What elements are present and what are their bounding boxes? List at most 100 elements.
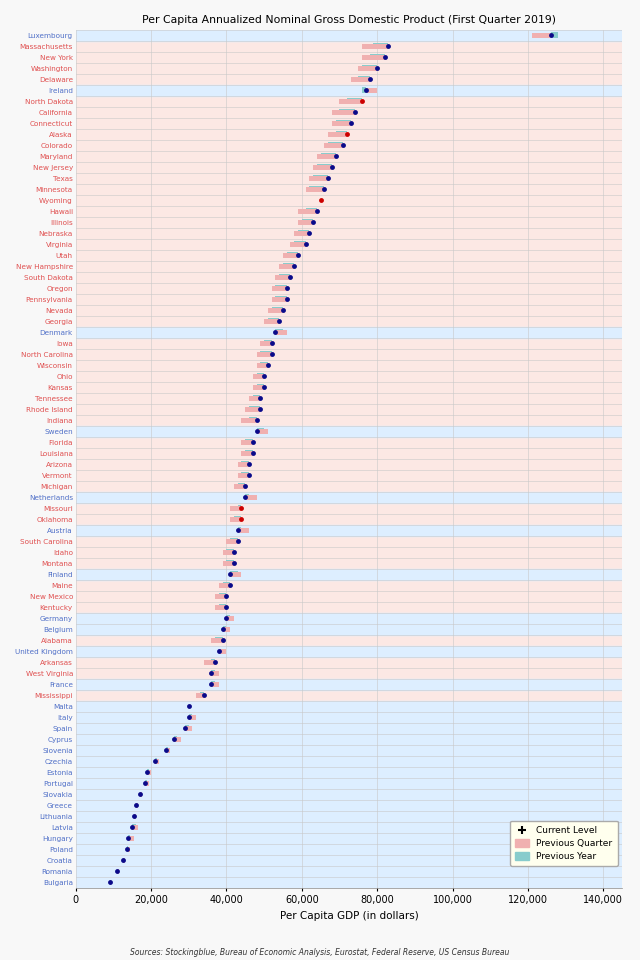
Bar [227,561,234,566]
Bar [76,778,622,789]
Bar [127,847,131,852]
Bar [294,231,309,235]
Bar [336,120,351,127]
Bar [211,683,219,686]
Bar [204,660,215,664]
Bar [305,208,317,214]
Bar [132,825,138,829]
Bar [237,483,245,490]
Bar [215,637,223,643]
Bar [370,55,385,60]
Bar [351,77,370,82]
Bar [339,99,362,104]
Bar [241,462,249,468]
Bar [219,605,227,611]
Bar [76,624,622,635]
Bar [550,33,558,38]
Bar [211,638,223,642]
Bar [249,418,257,423]
Bar [155,758,157,764]
Bar [173,737,181,741]
Bar [230,506,241,511]
Bar [275,285,287,292]
Bar [185,726,193,731]
Legend: Current Level, Previous Quarter, Previous Year: Current Level, Previous Quarter, Previou… [510,821,618,866]
Bar [227,540,237,543]
Bar [76,711,622,723]
Bar [298,209,317,214]
Bar [189,715,196,720]
Bar [227,616,234,620]
Bar [317,164,332,171]
Bar [298,230,309,236]
Bar [200,692,204,698]
Bar [241,441,253,444]
Bar [313,165,332,170]
Bar [132,825,136,830]
Bar [241,451,253,456]
Bar [76,701,622,711]
Bar [76,426,622,437]
Bar [123,858,125,862]
Bar [362,44,388,49]
Bar [268,308,283,313]
Bar [366,88,377,92]
Bar [241,472,249,478]
Bar [76,30,622,41]
Bar [129,836,134,841]
Bar [373,43,388,50]
Bar [234,484,245,489]
Bar [211,671,219,676]
Bar [76,745,622,756]
Bar [362,65,377,71]
Bar [129,835,131,841]
Bar [76,854,622,866]
Bar [223,627,230,632]
Bar [223,550,234,555]
Bar [234,516,241,522]
Bar [185,726,189,732]
Bar [76,612,622,624]
Bar [279,264,294,269]
Bar [283,253,298,257]
Bar [275,297,287,302]
Bar [257,363,268,368]
Bar [76,733,622,745]
Bar [271,298,287,301]
Bar [237,505,241,512]
Bar [76,569,622,580]
Bar [237,528,249,533]
Bar [291,242,305,247]
Bar [245,494,249,500]
Bar [264,319,279,324]
Bar [362,87,366,93]
Bar [147,770,151,775]
Bar [76,646,622,657]
Bar [211,682,215,687]
X-axis label: Per Capita GDP (in dollars): Per Capita GDP (in dollars) [280,911,419,921]
Bar [317,155,336,158]
Bar [219,649,227,654]
Bar [253,396,260,401]
Bar [145,780,147,786]
Bar [260,341,271,346]
Bar [298,220,313,225]
Title: Per Capita Annualized Nominal Gross Domestic Product (First Quarter 2019): Per Capita Annualized Nominal Gross Dome… [142,15,556,25]
Bar [76,844,622,854]
Bar [294,241,305,248]
Bar [223,562,234,565]
Bar [219,583,230,588]
Bar [260,351,271,357]
Bar [230,571,237,577]
Bar [309,177,328,180]
Bar [134,814,136,819]
Bar [237,527,241,534]
Bar [339,109,355,115]
Bar [260,362,268,369]
Bar [253,385,264,390]
Bar [76,833,622,844]
Bar [76,866,622,876]
Bar [76,811,622,822]
Bar [321,154,336,159]
Bar [76,789,622,800]
